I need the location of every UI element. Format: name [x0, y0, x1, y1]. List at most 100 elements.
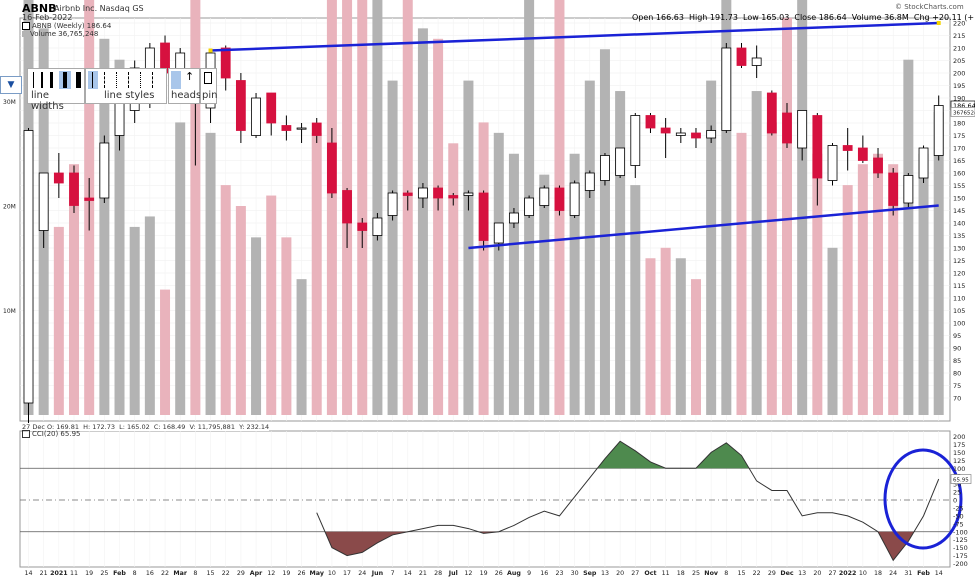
x-tick-label: 13 — [798, 570, 806, 577]
candle-body — [38, 172, 49, 231]
volume-bar — [751, 91, 762, 416]
volume-bar — [372, 0, 383, 415]
x-tick-label: 16 — [146, 570, 154, 577]
volume-bar — [235, 206, 246, 415]
pin-picker[interactable]: pin — [200, 68, 217, 104]
volume-bar — [266, 195, 277, 415]
x-tick-label: 30 — [571, 570, 579, 577]
cci-tick-label: -200 — [953, 560, 968, 568]
x-tick-label: 10 — [859, 570, 867, 577]
x-tick-label: 24 — [889, 570, 897, 577]
x-tick-label: Oct — [644, 570, 656, 577]
cci-line — [316, 440, 940, 562]
volume-bar — [296, 279, 307, 415]
x-tick-label: 9 — [527, 570, 531, 577]
pin-label: pin — [202, 90, 218, 101]
candle-body — [463, 192, 474, 196]
candle-body — [615, 147, 626, 176]
price-tick-label: 140 — [953, 220, 965, 228]
candle-body — [721, 47, 732, 131]
trendline-anchor-handle — [936, 21, 941, 25]
candle-body — [584, 172, 595, 191]
chart-date: 16-Feb-2022 — [22, 13, 73, 22]
volume-bar — [205, 132, 216, 415]
price-tick-label: 70 — [953, 395, 961, 403]
volume-bar — [129, 226, 140, 415]
volume-bar — [417, 28, 428, 415]
volume-bar — [933, 111, 944, 415]
cci-tick-label: -175 — [953, 552, 968, 560]
candle-body — [918, 147, 929, 179]
candle-body — [418, 187, 428, 199]
x-tick-label: 26 — [298, 570, 306, 577]
candle-body — [660, 127, 671, 134]
candle-body — [326, 142, 337, 194]
cci-tick-label: -50 — [953, 512, 964, 520]
candle-body — [448, 195, 459, 199]
volume-bar — [873, 153, 884, 415]
cci-tick-label: 150 — [953, 449, 965, 457]
volume-bar — [584, 80, 595, 415]
volume-bar — [433, 38, 444, 416]
x-tick-label: May — [310, 570, 324, 577]
heads-label: heads — [171, 90, 202, 101]
candle-body — [645, 115, 656, 129]
x-tick-label: 23 — [555, 570, 563, 577]
price-tick-label: 195 — [953, 82, 965, 90]
volume-bar — [387, 80, 398, 415]
line-width-swatches[interactable] — [31, 71, 81, 89]
x-tick-label: 8 — [133, 570, 137, 577]
candle-body — [691, 132, 701, 139]
pin-icon[interactable] — [204, 72, 212, 84]
volume-bar — [857, 164, 868, 415]
volume-tick-label: 20M — [3, 204, 16, 211]
line-style-swatches[interactable] — [88, 71, 164, 89]
x-tick-label: 2021 — [50, 570, 68, 577]
x-tick-label: 15 — [207, 570, 215, 577]
volume-bar — [144, 216, 155, 415]
volume-tick-label: 30M — [3, 99, 16, 106]
volume-bar — [645, 258, 656, 415]
price-tick-label: 200 — [953, 70, 965, 78]
candle-body — [342, 190, 352, 224]
candle-body — [706, 130, 717, 139]
x-tick-label: 18 — [874, 570, 882, 577]
x-tick-label: 20 — [813, 570, 821, 577]
volume-tick-label: 10M — [3, 308, 16, 315]
toolbar-dropdown-button[interactable]: ▼ — [0, 76, 22, 94]
candle-body — [357, 222, 368, 231]
line-styles-picker[interactable]: line styles — [85, 68, 167, 104]
x-tick-label: 2022 — [839, 570, 857, 577]
candle-body — [569, 182, 580, 216]
volume-bar — [888, 164, 899, 415]
last-volume-tag-box — [950, 107, 975, 117]
price-tick-label: 80 — [953, 370, 961, 378]
chart-company: Airbnb Inc. Nasdaq GS — [54, 4, 144, 13]
line-widths-picker[interactable]: line widths — [27, 68, 85, 112]
x-tick-label: 16 — [540, 570, 548, 577]
candle-body — [296, 127, 307, 130]
candle-body — [812, 115, 823, 179]
candle-body — [736, 47, 747, 66]
x-tick-label: 20 — [616, 570, 624, 577]
cci-tick-label: 25 — [953, 489, 961, 497]
cci-legend-swatch — [22, 430, 30, 438]
ohlc-strip: 27 Dec O: 169.81 H: 172.73 L: 165.02 C: … — [22, 423, 270, 431]
candle-body — [387, 192, 398, 216]
x-tick-label: 8 — [193, 570, 197, 577]
candle-body — [478, 192, 489, 241]
candle-body — [766, 92, 777, 134]
cci-legend: CCI(20) 65.95 — [22, 430, 80, 438]
candle-body — [539, 187, 550, 206]
x-tick-label: 19 — [282, 570, 290, 577]
heads-picker[interactable]: ↑ heads — [168, 68, 202, 104]
candle-body — [372, 217, 383, 236]
price-tick-label: 115 — [953, 282, 965, 290]
price-tick-label: 180 — [953, 120, 965, 128]
x-tick-label: 14 — [24, 570, 32, 577]
candle-body — [888, 172, 899, 206]
arrow-up-icon[interactable]: ↑ — [185, 70, 195, 83]
x-tick-label: 21 — [419, 570, 427, 577]
volume-bar — [782, 17, 792, 416]
price-tick-label: 75 — [953, 382, 961, 390]
